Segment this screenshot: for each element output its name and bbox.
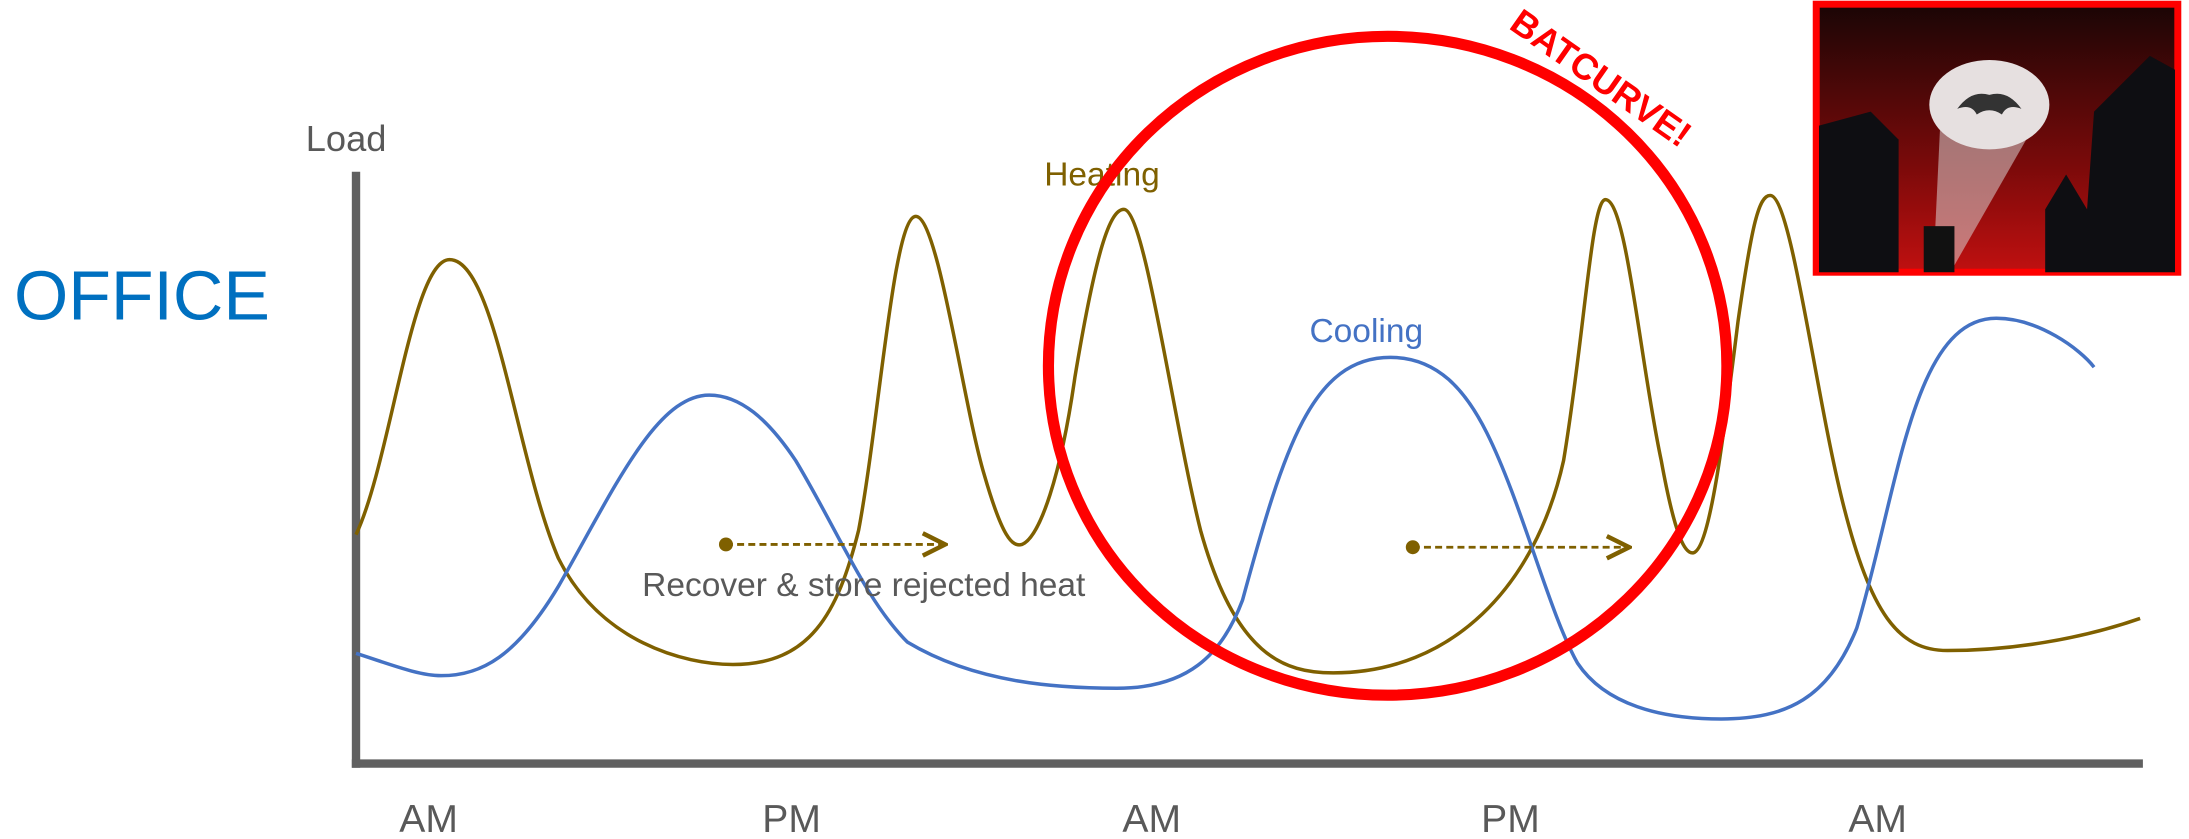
slide: OFFICE Load Heating Cooling Recover & st…: [0, 0, 2189, 839]
y-axis-label: Load: [306, 118, 387, 159]
x-label: AM: [1122, 798, 1181, 839]
callout: BATCURVE!: [1503, 1, 1699, 155]
cooling-label: Cooling: [1309, 313, 1423, 350]
title: OFFICE: [14, 257, 270, 335]
x-label: PM: [1481, 798, 1540, 839]
x-labels: AM PM AM PM AM: [399, 798, 1907, 839]
x-label: AM: [1848, 798, 1907, 839]
x-label: AM: [399, 798, 458, 839]
x-label: PM: [762, 798, 821, 839]
bat-signal-image: [1816, 4, 2178, 272]
annotation: Recover & store rejected heat: [642, 567, 1086, 604]
highlight-circle: [1048, 36, 1726, 695]
